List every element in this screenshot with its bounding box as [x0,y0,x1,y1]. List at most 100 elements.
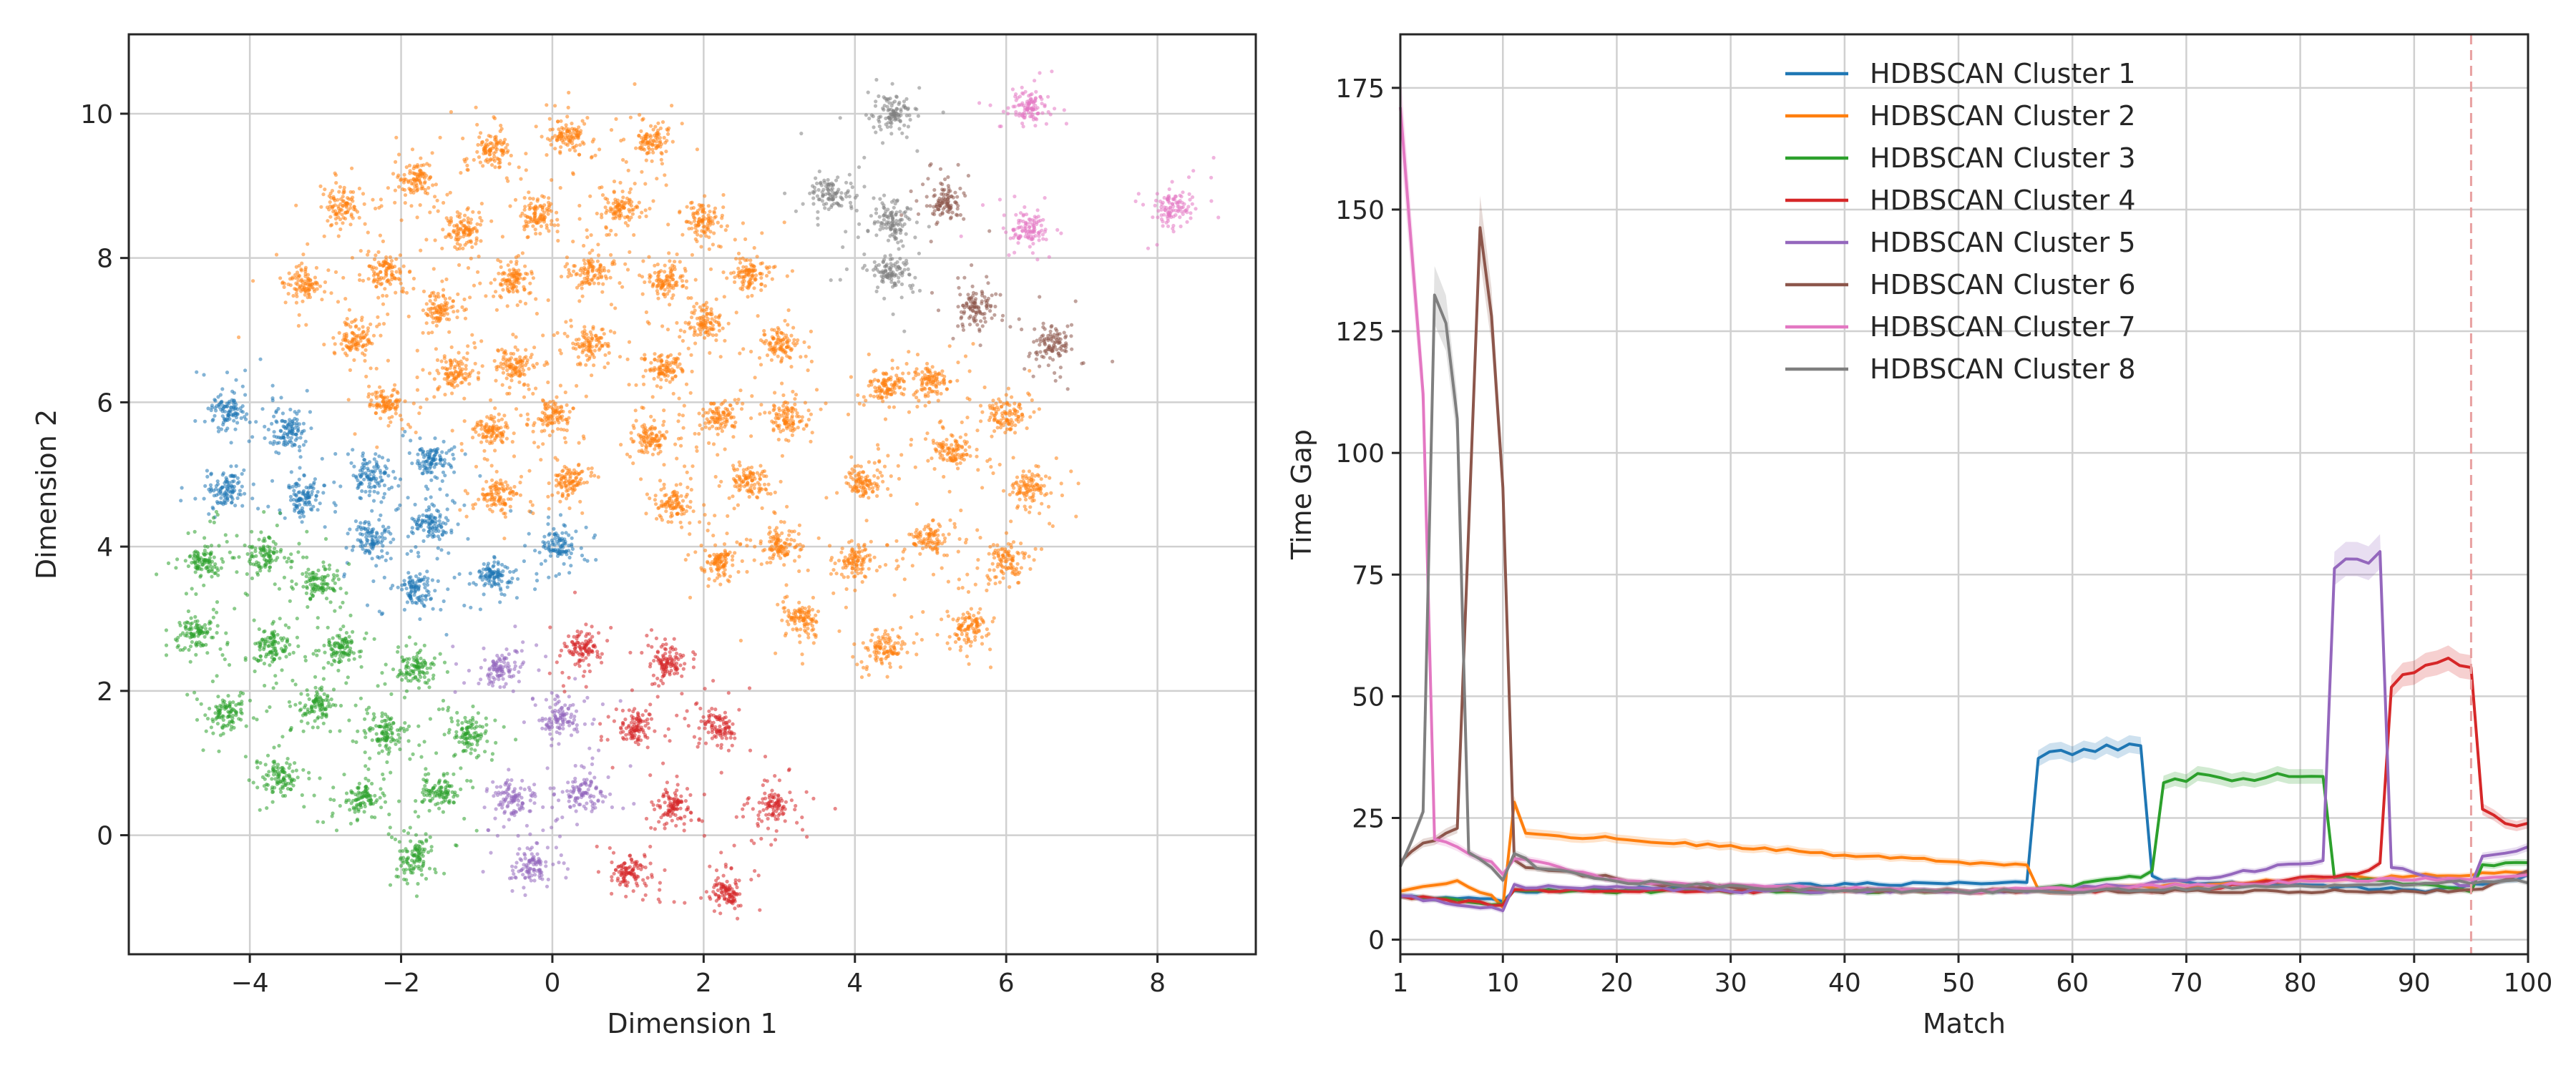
scatter-point [561,140,565,144]
scatter-point [481,164,485,168]
scatter-point [569,318,573,323]
scatter-point [522,227,527,232]
scatter-point [381,293,385,298]
scatter-point [333,171,337,175]
scatter-point [678,352,682,356]
scatter-point [403,429,407,434]
scatter-point [867,486,872,491]
scatter-point [499,348,504,352]
scatter-point [555,330,560,335]
scatter-point [283,516,287,520]
scatter-point [727,496,731,500]
scatter-point [561,134,565,139]
scatter-point [298,515,302,519]
scatter-point [391,537,396,542]
scatter-point [468,572,472,576]
scatter-point [447,449,452,453]
scatter-point [653,368,657,372]
scatter-point [451,452,455,457]
scatter-point [545,223,549,227]
scatter-point [665,274,670,278]
scatter-point [767,265,771,269]
scatter-point [514,278,519,282]
scatter-point [555,210,559,215]
scatter-point [769,358,774,362]
scatter-point [791,389,795,394]
scatter-point [711,442,716,446]
scatter-point [305,286,309,290]
scatter-point [470,245,474,250]
scatter-point [734,310,738,315]
scatter-point [413,502,417,507]
scatter-point [430,151,434,155]
scatter-point [648,207,652,211]
scatter-point [575,272,579,276]
scatter-point [413,178,417,182]
scatter-point [557,421,561,425]
scatter-point [436,534,441,539]
scatter-point [672,369,676,373]
scatter-point [628,115,633,119]
scatter-point [766,491,770,496]
scatter-point [786,406,790,411]
scatter-point [398,269,403,273]
scatter-point [668,370,673,375]
scatter-point [684,494,688,499]
scatter-point [700,229,704,233]
scatter-point [245,412,249,416]
scatter-point [587,262,592,266]
scatter-point [577,462,581,466]
scatter-point [520,211,525,215]
scatter-blob [247,388,313,470]
scatter-point [677,413,681,417]
scatter-point [736,503,740,507]
scatter-point [572,264,577,268]
scatter-point [207,512,211,516]
scatter-point [673,492,677,497]
scatter-point [786,423,791,427]
scatter-point [333,212,338,217]
scatter-point [691,464,695,469]
scatter-point [629,204,634,208]
scatter-point [466,266,471,270]
scatter-point [435,198,439,202]
scatter-point [565,255,570,260]
scatter-point [522,382,527,386]
scatter-point [551,417,555,421]
scatter-point [462,235,466,239]
scatter-point [523,264,527,268]
scatter-point [462,230,466,235]
scatter-point [332,480,336,484]
scatter-point [283,300,288,305]
scatter-point [577,217,582,221]
scatter-point [425,470,429,475]
scatter-point [371,197,375,202]
scatter-point [234,464,238,469]
scatter-point [871,486,875,490]
scatter-point [415,215,419,220]
scatter-point [459,441,464,446]
scatter-point [306,295,310,300]
scatter-point [718,418,723,422]
scatter-point [649,124,653,128]
scatter-point [731,464,736,468]
scatter-point [717,484,721,489]
scatter-point [294,504,298,508]
scatter-point [432,534,436,539]
scatter-point [418,466,422,471]
scatter-point [239,409,243,413]
scatter-point [421,519,425,524]
scatter-point [332,351,336,355]
scatter-point [298,503,302,507]
scatter-point [664,150,668,154]
scatter-point [242,468,246,472]
scatter-point [464,378,468,382]
scatter-point [369,477,373,481]
scatter-point [446,381,450,386]
scatter-point [786,438,791,443]
scatter-point [795,411,799,416]
scatter-point [679,436,683,441]
scatter-point [464,157,469,161]
scatter-point [637,200,641,205]
scatter-point [443,366,447,371]
